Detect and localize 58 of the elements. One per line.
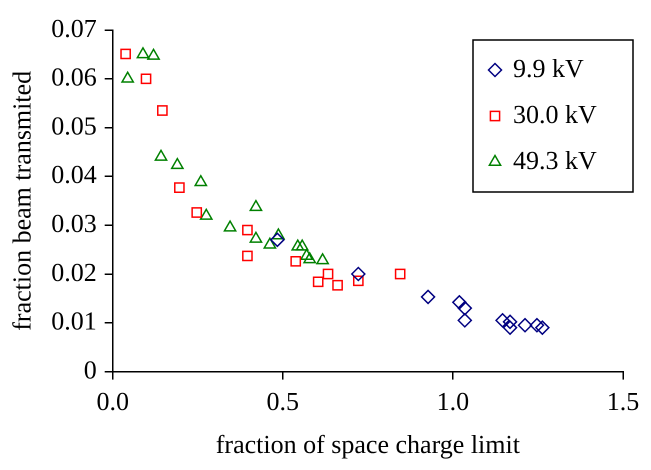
point	[303, 252, 316, 264]
point	[250, 200, 262, 212]
point	[242, 224, 253, 236]
point	[351, 266, 366, 282]
point	[296, 239, 309, 251]
point	[224, 220, 236, 232]
y-tick-label: 0.01	[51, 306, 97, 336]
point	[316, 253, 329, 264]
point	[495, 313, 510, 328]
legend-label: 9.9 kV	[513, 54, 584, 83]
point	[518, 318, 532, 332]
y-tick-label: 0.06	[51, 62, 97, 92]
x-tick-label: 0.5	[266, 387, 300, 416]
x-axis-title: fraction of space charge limit	[216, 430, 521, 460]
point	[394, 268, 406, 280]
legend-label: 49.3 kV	[513, 146, 597, 175]
y-axis-title: fraction beam transmited	[7, 70, 36, 331]
point	[290, 256, 302, 267]
point	[263, 237, 276, 249]
point	[312, 276, 324, 288]
point	[535, 320, 550, 335]
point	[291, 239, 304, 251]
point	[352, 275, 364, 286]
point	[121, 72, 134, 83]
y-tick-label: 0.05	[51, 111, 97, 140]
point	[170, 158, 184, 170]
point	[136, 47, 150, 58]
point	[157, 105, 168, 116]
point	[502, 320, 518, 335]
point	[270, 232, 285, 248]
point	[452, 295, 467, 310]
point	[191, 207, 202, 218]
y-tick-label: 0	[84, 355, 97, 384]
point	[194, 175, 208, 186]
point	[272, 228, 285, 240]
point	[154, 150, 168, 161]
point	[420, 290, 436, 304]
point	[458, 300, 472, 316]
x-tick-label: 1.0	[436, 387, 470, 416]
point	[147, 48, 160, 60]
point	[300, 248, 313, 260]
point	[250, 232, 262, 243]
point	[242, 250, 253, 262]
y-tick-label: 0.04	[51, 160, 97, 190]
y-tick-label: 0.02	[51, 258, 97, 287]
point	[322, 268, 334, 280]
point	[502, 314, 518, 330]
point	[174, 182, 185, 193]
point	[458, 313, 472, 328]
legend-label: 30.0 kV	[513, 100, 597, 129]
point	[200, 208, 213, 220]
point	[530, 318, 544, 332]
x-tick-label: 1.5	[606, 387, 640, 416]
y-tick-label: 0.03	[51, 209, 97, 238]
point	[332, 280, 343, 291]
x-tick-label: 0.0	[96, 387, 129, 416]
y-tick-label: 0.07	[51, 14, 97, 43]
point	[140, 73, 152, 84]
